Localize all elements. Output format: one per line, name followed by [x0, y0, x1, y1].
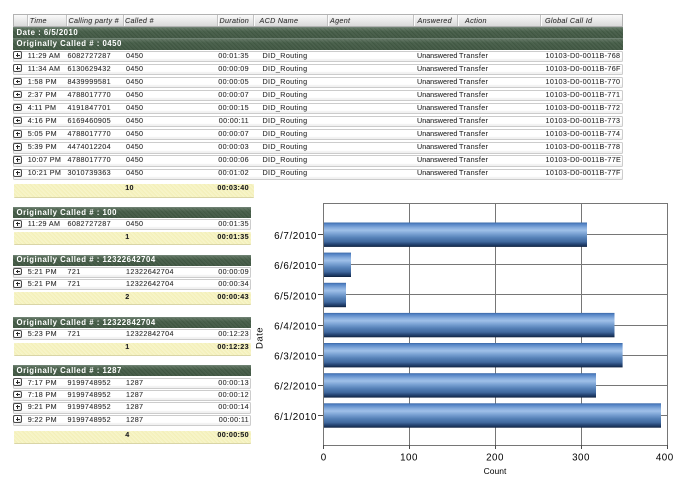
- svg-text:6/3/2010: 6/3/2010: [274, 352, 317, 363]
- svg-text:6/7/2010: 6/7/2010: [274, 231, 317, 242]
- svg-text:Count: Count: [484, 466, 507, 476]
- svg-text:6/5/2010: 6/5/2010: [274, 291, 317, 302]
- svg-text:6/1/2010: 6/1/2010: [274, 412, 317, 423]
- svg-text:6/6/2010: 6/6/2010: [274, 261, 317, 272]
- svg-text:6/4/2010: 6/4/2010: [274, 321, 317, 332]
- svg-text:400: 400: [656, 453, 674, 464]
- svg-text:300: 300: [572, 453, 590, 464]
- svg-text:Date: Date: [255, 327, 266, 349]
- svg-text:100: 100: [400, 453, 418, 464]
- svg-text:0: 0: [321, 453, 327, 464]
- svg-text:6/2/2010: 6/2/2010: [274, 382, 317, 393]
- svg-text:200: 200: [486, 453, 504, 464]
